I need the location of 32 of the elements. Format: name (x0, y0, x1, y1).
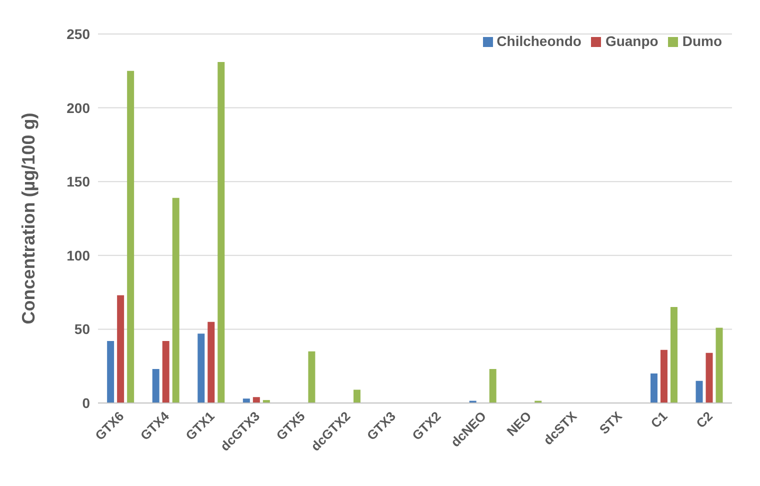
bar (242, 398, 250, 403)
bar (218, 62, 225, 403)
bar (716, 328, 723, 403)
legend-label: Guanpo (605, 33, 658, 49)
bar (172, 198, 180, 403)
bar (152, 369, 160, 403)
bar (696, 380, 703, 403)
y-tick-label: 50 (74, 321, 90, 338)
bar (162, 341, 170, 403)
y-tick-label: 200 (66, 100, 90, 116)
y-tick-label: 250 (66, 26, 90, 42)
legend-label: Chilcheondo (496, 33, 582, 49)
bar (670, 307, 678, 403)
bar (650, 373, 658, 403)
bar (252, 397, 260, 403)
bar (127, 70, 134, 403)
bar (107, 341, 114, 403)
bar (198, 334, 205, 403)
bar (706, 352, 713, 403)
bar (353, 390, 360, 403)
bar (208, 322, 215, 403)
x-tick-label: C1 (648, 408, 670, 431)
y-tick-label: 100 (66, 247, 90, 264)
bar (660, 350, 668, 403)
y-axis-title: Concentration (µg/100 g) (18, 112, 38, 324)
bar (308, 351, 316, 403)
y-tick-label: 150 (66, 174, 90, 190)
x-tick-label: C2 (693, 408, 716, 431)
bar (117, 295, 124, 403)
y-tick-label: 0 (82, 394, 90, 411)
bar (489, 369, 496, 403)
legend-label: Dumo (682, 33, 722, 49)
